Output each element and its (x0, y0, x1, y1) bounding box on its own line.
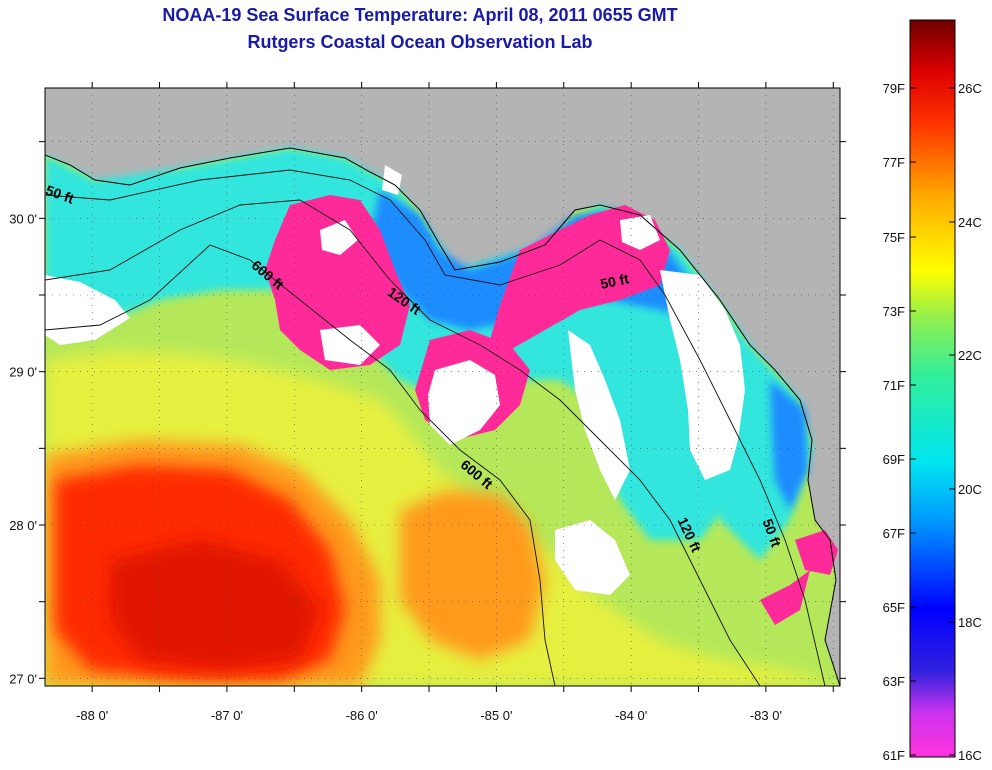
map-frame (44, 87, 841, 687)
colorbar-fahrenheit-label: 75F (883, 230, 905, 245)
colorbar-celsius-label: 24C (958, 215, 982, 230)
contour-label-50ft-north: 50 ft (599, 270, 631, 292)
colorbar-celsius-label: 16C (958, 748, 982, 763)
sst-field (45, 88, 840, 686)
colorbar-fahrenheit-label: 73F (883, 304, 905, 319)
colorbar-fahrenheit-label: 77F (883, 155, 905, 170)
colorbar: 79F 77F 75F 73F 71F 69F 67F 65F 63F 61F 26C 24C 22C 2… (883, 19, 982, 763)
colorbar-fahrenheit-label: 63F (883, 674, 905, 689)
lon-tick-label: -84 0' (615, 708, 647, 723)
bathymetry-contours (45, 169, 826, 686)
cold-patch-bay (795, 530, 838, 575)
cold-patch-west (265, 195, 410, 370)
colorbar-gradient (909, 19, 956, 758)
cold-patch-coast (760, 570, 810, 625)
contour-120ft (45, 199, 761, 686)
colorbar-labels: 79F 77F 75F 73F 71F 69F 67F 65F 63F 61F 26C 24C 22C 2… (883, 81, 982, 763)
lat-tick-label: 29 0' (9, 365, 37, 380)
colorbar-fahrenheit-label: 71F (883, 378, 905, 393)
contour-50ft (45, 169, 826, 686)
colorbar-fahrenheit-label: 61F (883, 748, 905, 763)
colorbar-celsius-label: 18C (958, 615, 982, 630)
colorbar-celsius-label: 26C (958, 81, 982, 96)
blue-coast-east (770, 380, 808, 510)
colorbar-celsius-label: 22C (958, 348, 982, 363)
map-title: NOAA-19 Sea Surface Temperature: April 0… (162, 5, 678, 25)
contour-600ft (45, 244, 556, 686)
lat-tick-label: 27 0' (9, 671, 37, 686)
lon-tick-label: -85 0' (480, 708, 512, 723)
lon-tick-label: -86 0' (346, 708, 378, 723)
colorbar-fahrenheit-label: 69F (883, 452, 905, 467)
colorbar-celsius-label: 20C (958, 482, 982, 497)
lat-tick-label: 28 0' (9, 518, 37, 533)
red-core-inner (110, 540, 320, 670)
orange-pool-east (400, 490, 545, 660)
lon-tick-label: -83 0' (750, 708, 782, 723)
lat-tick-label: 30 0' (9, 211, 37, 226)
lon-tick-label: -88 0' (76, 708, 108, 723)
colorbar-fahrenheit-label: 79F (883, 81, 905, 96)
map-subtitle: Rutgers Coastal Ocean Observation Lab (247, 32, 593, 52)
axis-ticks: 30 0' 29 0' 28 0' 27 0' -88 0' -87 0' -86 0' -8… (9, 82, 846, 723)
colorbar-fahrenheit-label: 65F (883, 600, 905, 615)
coastline (45, 147, 840, 686)
colorbar-fahrenheit-label: 67F (883, 526, 905, 541)
lon-tick-label: -87 0' (211, 708, 243, 723)
